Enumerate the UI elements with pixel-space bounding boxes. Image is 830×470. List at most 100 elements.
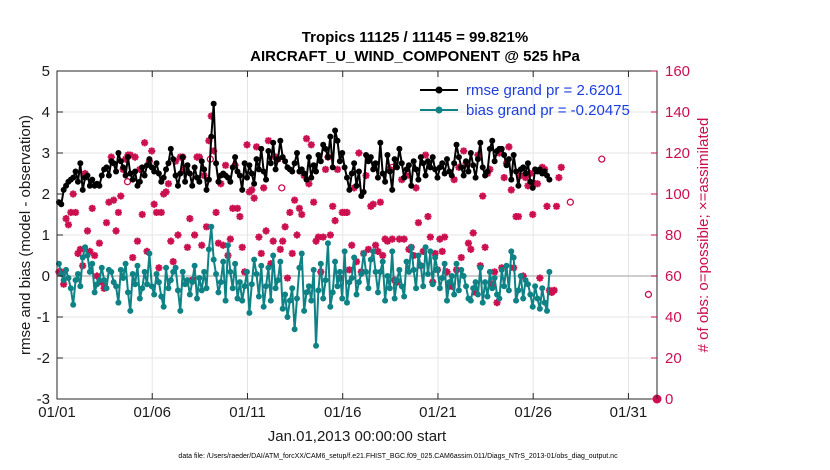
obs-assimilated-marker: [543, 202, 551, 210]
obs-assimilated-marker: [148, 147, 156, 155]
bias-point: [151, 291, 158, 298]
rmse-point: [370, 166, 377, 173]
rmse-point: [339, 150, 346, 156]
bias-point: [360, 250, 367, 257]
rmse-point: [232, 154, 239, 161]
rmse-point: [89, 176, 96, 183]
obs-assimilated-marker: [555, 174, 563, 182]
rmse-point: [270, 139, 277, 146]
bias-point: [227, 268, 234, 275]
bias-series: [55, 223, 553, 349]
bias-point: [448, 273, 455, 279]
obs-assimilated-marker: [421, 151, 430, 159]
obs-assimilated-marker: [210, 147, 218, 155]
rmse-point: [115, 150, 122, 156]
y-tick-label: -3: [37, 391, 50, 408]
bias-point: [77, 283, 84, 290]
rmse-point: [444, 156, 450, 163]
obs-assimilated-marker: [460, 147, 468, 155]
rmse-point: [491, 158, 498, 165]
bias-point: [317, 260, 324, 267]
bias-point: [429, 281, 436, 288]
rmse-series: [55, 100, 553, 208]
bias-point: [241, 283, 248, 290]
bias-point: [513, 297, 520, 304]
bias-point: [329, 289, 336, 296]
rmse-point: [301, 170, 308, 177]
obs-assimilated-marker: [214, 239, 223, 247]
obs-assimilated-marker: [319, 233, 327, 241]
obs-assimilated-marker: [398, 176, 406, 184]
rmse-point: [227, 178, 234, 185]
bias-point: [536, 305, 543, 312]
bias-point: [234, 295, 241, 302]
y2-tick-label: 80: [665, 227, 682, 244]
rmse-point: [294, 150, 300, 156]
obs-assimilated-marker: [229, 204, 237, 212]
obs-assimilated-marker: [536, 274, 544, 282]
obs-assimilated-marker: [550, 286, 558, 294]
rmse-point: [389, 186, 396, 193]
rmse-point: [160, 174, 167, 181]
rmse-point: [191, 164, 198, 171]
rmse-point: [382, 178, 389, 185]
bias-point: [201, 268, 208, 275]
bias-point: [189, 279, 196, 286]
bias-point: [263, 283, 270, 290]
obs-assimilated-marker: [326, 231, 334, 239]
legend-bias-label: bias grand pr = -0.20475: [466, 102, 630, 119]
y2-tick-label: 40: [665, 309, 682, 326]
obs-assimilated-marker: [307, 141, 315, 149]
obs-assimilated-marker: [88, 204, 96, 212]
bias-point: [74, 270, 81, 277]
rmse-point: [163, 166, 170, 173]
bias-point: [510, 254, 517, 261]
bias-point: [270, 252, 277, 259]
obs-assimilated-marker: [400, 235, 408, 243]
bias-point: [291, 326, 298, 333]
obs-assimilated-marker: [260, 184, 268, 192]
obs-assimilated-marker: [126, 151, 134, 159]
bias-point: [332, 258, 339, 265]
rmse-point: [313, 168, 320, 175]
rmse-point: [277, 137, 284, 144]
bias-point: [117, 266, 124, 273]
obs-assimilated-marker: [141, 139, 149, 147]
chart-subtitle: AIRCRAFT_U_WIND_COMPONENT @ 525 hPa: [250, 48, 580, 65]
rmse-point: [410, 158, 417, 165]
rmse-point: [529, 184, 536, 191]
obs-assimilated-marker: [221, 161, 230, 169]
rmse-point: [334, 137, 341, 144]
y-tick-label: 4: [42, 104, 50, 121]
rmse-point: [463, 158, 470, 165]
bias-point: [286, 297, 293, 304]
obs-assimilated-marker: [76, 245, 84, 253]
bias-point: [205, 246, 212, 253]
y2-tick-label: 60: [665, 268, 682, 285]
bias-point: [222, 297, 229, 304]
rmse-point: [424, 158, 431, 165]
bias-point: [405, 268, 412, 275]
obs-assimilated-marker: [369, 200, 377, 208]
bias-point: [358, 270, 365, 277]
rmse-point: [124, 154, 131, 161]
y-tick-label: 5: [42, 63, 50, 80]
rmse-point: [170, 156, 177, 163]
rmse-point: [346, 186, 353, 193]
rmse-point: [239, 186, 246, 193]
bias-point: [336, 268, 343, 275]
y-axis-left-ticks: -3 -2 -1 0 1 2 3 4 5: [37, 63, 63, 408]
rmse-point: [132, 168, 139, 175]
rmse-point: [172, 172, 179, 179]
bias-point: [467, 297, 474, 304]
bias-point: [491, 275, 498, 282]
bias-point: [167, 277, 174, 284]
rmse-point: [348, 170, 355, 177]
obs-assimilated-marker: [257, 249, 265, 258]
rmse-point: [146, 156, 153, 163]
obs-assimilated-marker: [67, 208, 75, 217]
bias-point: [124, 289, 131, 296]
bias-point: [198, 287, 205, 294]
obs-assimilated-marker: [426, 233, 434, 241]
bias-point: [186, 291, 193, 298]
